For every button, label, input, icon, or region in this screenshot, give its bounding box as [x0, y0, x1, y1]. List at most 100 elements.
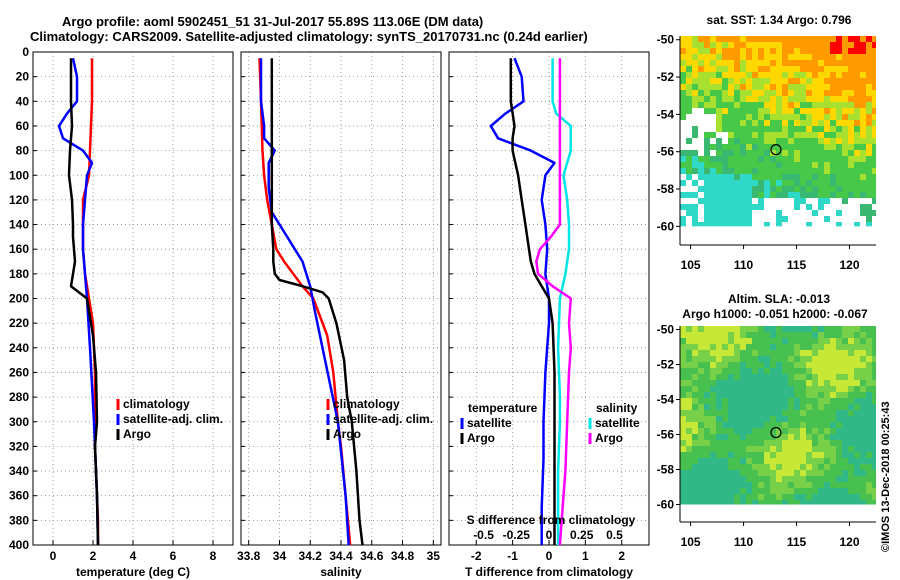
map-cell — [752, 192, 758, 198]
map-cell — [800, 180, 806, 186]
map-cell — [746, 416, 752, 422]
map-cell — [788, 476, 794, 482]
map-cell — [776, 66, 782, 72]
map-cell — [752, 174, 758, 180]
map-x-tick-label: 105 — [681, 535, 701, 549]
map-cell — [800, 500, 806, 505]
map-cell — [782, 144, 788, 150]
map-cell — [680, 90, 686, 96]
map-cell — [716, 374, 722, 380]
map-cell — [800, 338, 806, 344]
map-cell — [704, 380, 710, 386]
map-cell — [866, 186, 872, 192]
map-cell — [692, 126, 698, 132]
map-cell — [782, 392, 788, 398]
map-cell — [812, 344, 818, 350]
map-cell — [704, 96, 710, 102]
map-cell — [752, 96, 758, 102]
map-cell — [872, 464, 876, 470]
map-cell — [848, 428, 854, 434]
map-cell — [836, 210, 842, 216]
map-cell — [758, 84, 764, 90]
map-cell — [848, 338, 854, 344]
map-cell — [866, 476, 872, 482]
map-cell — [860, 410, 866, 416]
map-cell — [854, 404, 860, 410]
map-cell — [866, 192, 872, 198]
map-cell — [818, 90, 824, 96]
map-cell — [776, 60, 782, 66]
map-cell — [872, 410, 876, 416]
map-cell — [806, 66, 812, 72]
map-cell — [872, 90, 876, 96]
map-cell — [728, 78, 734, 84]
x-tick-label: 35 — [427, 549, 441, 563]
map-cell — [722, 338, 728, 344]
map-cell — [848, 114, 854, 120]
map-cell — [818, 356, 824, 362]
map-cell — [704, 186, 710, 192]
map-cell — [872, 500, 876, 505]
map-cell — [722, 174, 728, 180]
map-cell — [752, 488, 758, 494]
map-cell — [842, 78, 848, 84]
map-cell — [698, 410, 704, 416]
map-cell — [710, 186, 716, 192]
map-cell — [734, 326, 740, 332]
map-cell — [740, 410, 746, 416]
map-cell — [782, 416, 788, 422]
map-cell — [842, 446, 848, 452]
map-cell — [734, 470, 740, 476]
map-cell — [854, 138, 860, 144]
map-cell — [758, 374, 764, 380]
map-cell — [800, 144, 806, 150]
map-cell — [704, 222, 710, 227]
map-cell — [746, 210, 752, 216]
map-cell — [782, 192, 788, 198]
map-cell — [860, 108, 866, 114]
map-cell — [686, 392, 692, 398]
map-cell — [812, 398, 818, 404]
map-cell — [818, 174, 824, 180]
map-cell — [746, 380, 752, 386]
map-cell — [704, 48, 710, 54]
map-cell — [842, 380, 848, 386]
map-cell — [740, 326, 746, 332]
map-cell — [806, 380, 812, 386]
map-cell — [782, 48, 788, 54]
map-cell — [800, 326, 806, 332]
map-cell — [800, 422, 806, 428]
map-cell — [704, 192, 710, 198]
map-cell — [740, 488, 746, 494]
map-cell — [794, 72, 800, 78]
map-cell — [716, 338, 722, 344]
map-cell — [860, 168, 866, 174]
map-cell — [746, 428, 752, 434]
map-cell — [860, 102, 866, 108]
map-cell — [716, 186, 722, 192]
map-cell — [734, 458, 740, 464]
map-cell — [830, 404, 836, 410]
map-cell — [680, 380, 686, 386]
map-cell — [806, 120, 812, 126]
x-tick-label: 2 — [90, 549, 97, 563]
map-cell — [812, 476, 818, 482]
map-cell — [788, 428, 794, 434]
map-cell — [692, 422, 698, 428]
map-cell — [716, 452, 722, 458]
map-cell — [842, 422, 848, 428]
legend-label: Argo — [595, 431, 623, 445]
map-cell — [746, 198, 752, 204]
map-cell — [716, 126, 722, 132]
map-cell — [830, 192, 836, 198]
map-cell — [830, 114, 836, 120]
map-cell — [764, 126, 770, 132]
map-cell — [860, 126, 866, 132]
map-cell — [872, 156, 876, 162]
map-cell — [812, 174, 818, 180]
map-cell — [686, 192, 692, 198]
map-cell — [776, 482, 782, 488]
map-cell — [794, 440, 800, 446]
map-cell — [776, 470, 782, 476]
map-cell — [686, 338, 692, 344]
